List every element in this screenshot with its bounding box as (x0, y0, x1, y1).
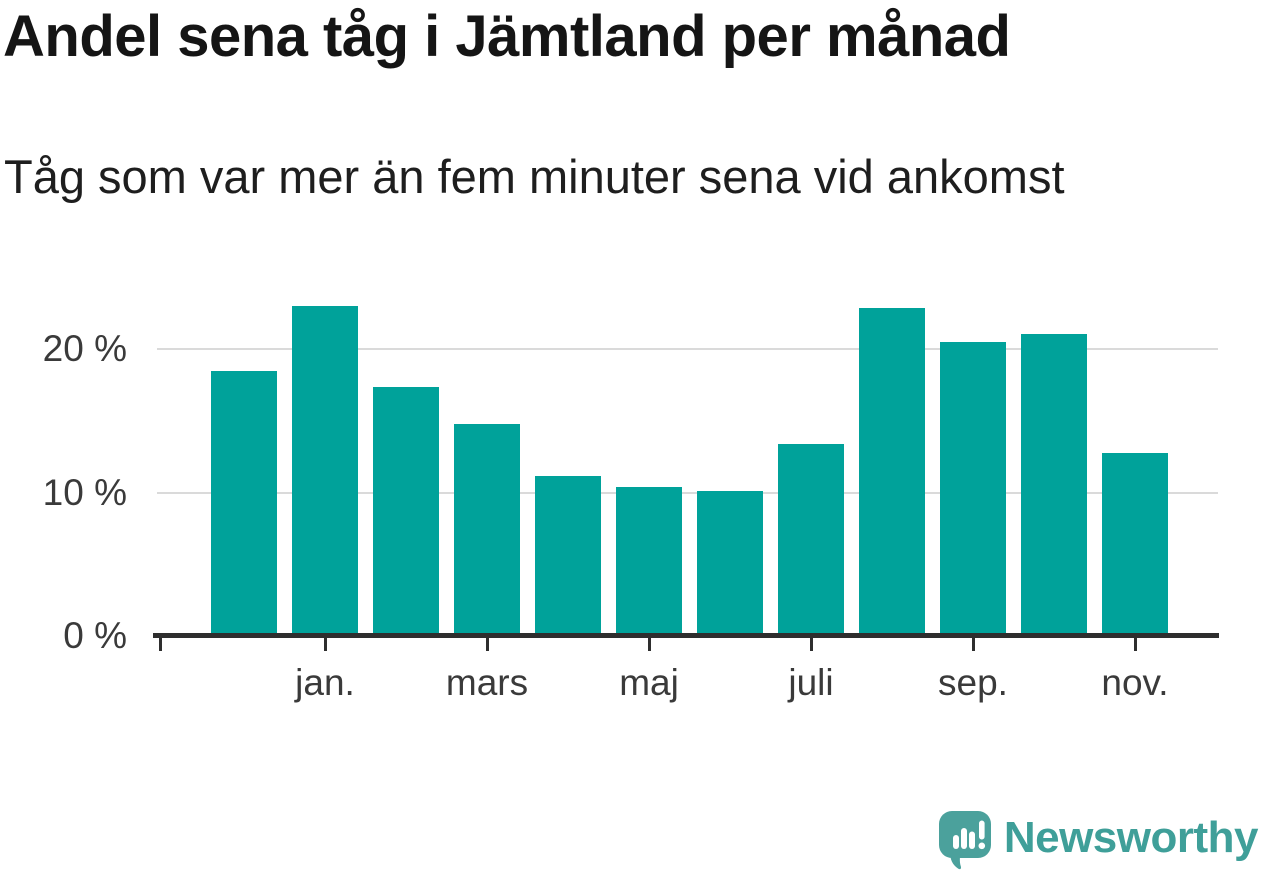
gridline-10 (157, 491, 1218, 494)
bar-mars (454, 424, 520, 633)
y-tick-label-10: 10 % (42, 471, 127, 513)
x-axis-edge-tick (159, 638, 162, 651)
x-tick-label-juli: juli (788, 662, 834, 703)
x-tick-label-mars: mars (445, 662, 529, 703)
bar-okt (1021, 334, 1087, 633)
x-tick-mars (485, 638, 489, 651)
x-axis-line (153, 633, 1219, 638)
x-tick-label-sep: sep. (938, 662, 1008, 703)
bar-dec (211, 371, 277, 633)
x-tick-jan (323, 638, 327, 651)
bar-juni (697, 491, 763, 633)
bar-maj (616, 487, 682, 633)
bar-feb (373, 387, 439, 633)
newsworthy-logo: Newsworthy (938, 811, 1259, 871)
y-tick-label-0: 0 % (63, 615, 127, 656)
x-tick-juli (809, 638, 813, 651)
x-tick-label-nov: nov. (1101, 662, 1169, 703)
bar-aug (859, 308, 925, 633)
bar-jan (292, 306, 358, 633)
newsworthy-logo-text: Newsworthy (1003, 813, 1259, 862)
bar-nov (1102, 453, 1168, 633)
x-tick-nov (1133, 638, 1137, 651)
chart-subtitle: Tåg som var mer än fem minuter sena vid … (4, 150, 1065, 203)
newsworthy-logo-icon (938, 811, 991, 870)
bar-juli (778, 444, 844, 633)
x-tick-maj (647, 638, 651, 651)
x-tick-label-maj: maj (619, 662, 679, 703)
bar-apr (535, 476, 601, 633)
x-tick-sep (971, 638, 975, 651)
gridline-20 (157, 348, 1218, 351)
x-tick-label-jan: jan. (295, 662, 355, 703)
bar-sep (940, 342, 1006, 633)
chart-title: Andel sena tåg i Jämtland per månad (3, 4, 1011, 69)
y-tick-label-20: 20 % (42, 328, 127, 370)
